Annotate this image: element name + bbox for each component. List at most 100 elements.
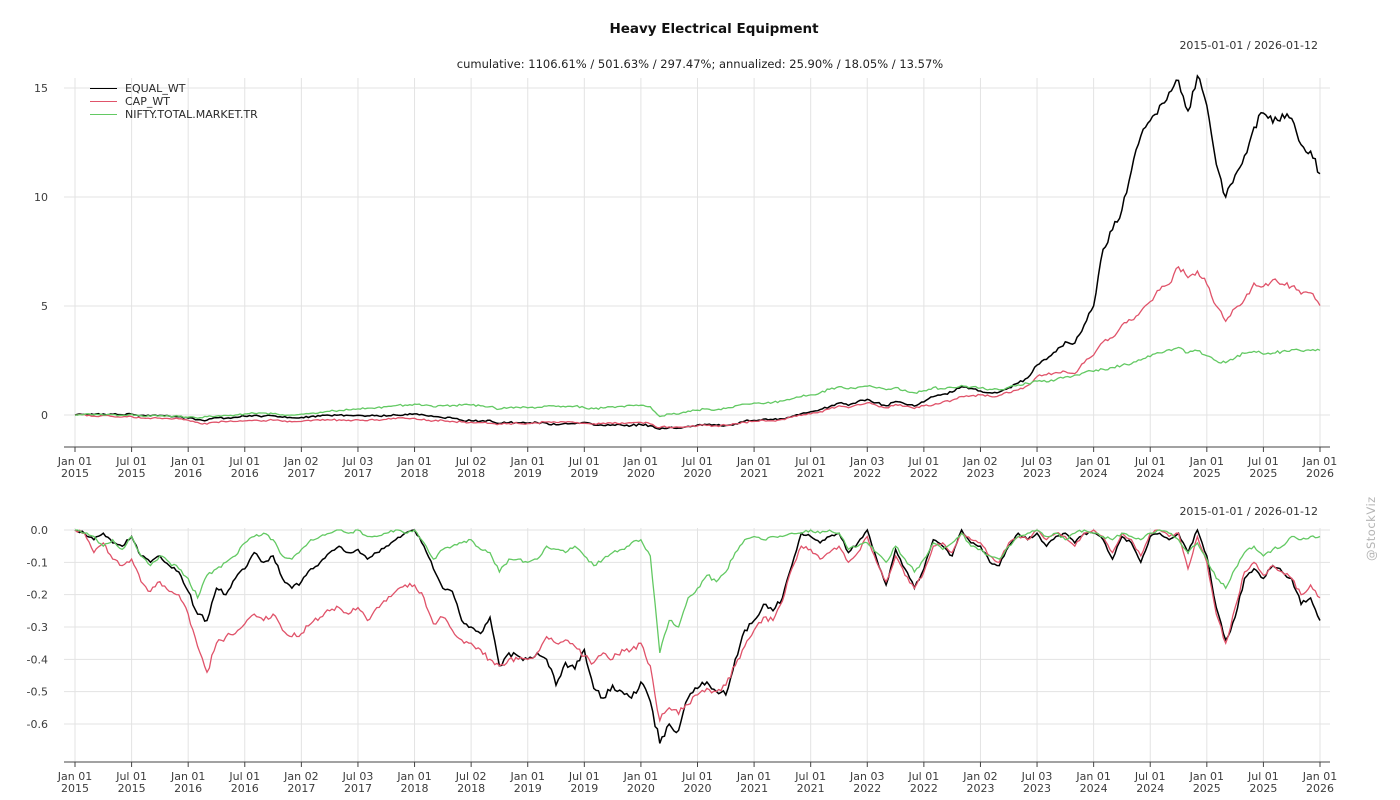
svg-text:5: 5: [41, 300, 48, 313]
svg-text:Jul 01: Jul 01: [228, 455, 260, 468]
legend-item-equal-wt: EQUAL_WT: [90, 82, 258, 95]
svg-text:2024: 2024: [1136, 467, 1164, 480]
svg-text:Jul 01: Jul 01: [681, 455, 713, 468]
svg-text:10: 10: [34, 191, 48, 204]
svg-text:Jan 01: Jan 01: [396, 455, 431, 468]
svg-text:Jul 01: Jul 01: [907, 770, 939, 783]
svg-text:Jan 03: Jan 03: [849, 770, 884, 783]
svg-text:Jul 01: Jul 01: [907, 455, 939, 468]
svg-text:Jul 01: Jul 01: [1247, 770, 1279, 783]
svg-text:2015: 2015: [118, 782, 146, 795]
page-title: Heavy Electrical Equipment: [609, 21, 819, 37]
equal-wt-line-swatch-icon: [90, 87, 117, 90]
svg-text:2017: 2017: [344, 467, 372, 480]
svg-text:Jan 01: Jan 01: [510, 770, 545, 783]
svg-text:Jul 03: Jul 03: [1021, 455, 1053, 468]
svg-text:Jul 02: Jul 02: [455, 455, 487, 468]
date-range-bottom: 2015-01-01 / 2026-01-12: [1179, 505, 1318, 518]
svg-text:2015: 2015: [61, 782, 89, 795]
svg-text:Jan 02: Jan 02: [962, 770, 997, 783]
svg-text:2021: 2021: [740, 467, 768, 480]
svg-text:Jan 01: Jan 01: [510, 455, 545, 468]
svg-text:Jan 01: Jan 01: [1075, 770, 1110, 783]
series-line-nifty-total-market-tr: [75, 529, 1321, 654]
svg-text:2024: 2024: [1080, 467, 1108, 480]
svg-text:2023: 2023: [966, 467, 994, 480]
series-line-equal-wt: [74, 74, 1321, 430]
svg-text:Jan 03: Jan 03: [849, 455, 884, 468]
svg-text:Jul 01: Jul 01: [115, 770, 147, 783]
svg-text:2019: 2019: [570, 467, 598, 480]
series-line-cap-wt: [74, 529, 1321, 724]
series-lines: [74, 74, 1321, 430]
svg-text:Jan 01: Jan 01: [170, 455, 205, 468]
svg-text:2017: 2017: [287, 467, 315, 480]
svg-text:2020: 2020: [627, 467, 655, 480]
svg-text:2022: 2022: [853, 782, 881, 795]
svg-text:2016: 2016: [231, 467, 259, 480]
svg-text:Jul 01: Jul 01: [568, 770, 600, 783]
svg-text:Jul 02: Jul 02: [455, 770, 487, 783]
svg-text:2018: 2018: [401, 467, 429, 480]
svg-text:2018: 2018: [457, 782, 485, 795]
svg-text:Jul 01: Jul 01: [568, 455, 600, 468]
svg-text:2020: 2020: [627, 782, 655, 795]
svg-text:2024: 2024: [1080, 782, 1108, 795]
date-range-top: 2015-01-01 / 2026-01-12: [1179, 39, 1318, 52]
svg-text:2020: 2020: [684, 782, 712, 795]
svg-text:-0.1: -0.1: [27, 556, 48, 569]
chart-legend: EQUAL_WT CAP_WT NIFTY.TOTAL.MARKET.TR: [90, 82, 258, 121]
svg-text:2016: 2016: [174, 782, 202, 795]
svg-text:2021: 2021: [797, 467, 825, 480]
legend-item-nifty: NIFTY.TOTAL.MARKET.TR: [90, 108, 258, 121]
svg-text:Jan 01: Jan 01: [736, 455, 771, 468]
svg-text:2024: 2024: [1136, 782, 1164, 795]
svg-text:2025: 2025: [1193, 467, 1221, 480]
svg-text:2022: 2022: [853, 467, 881, 480]
svg-text:-0.4: -0.4: [27, 653, 48, 666]
svg-text:2023: 2023: [1023, 782, 1051, 795]
svg-text:Jan 01: Jan 01: [1302, 455, 1337, 468]
svg-text:0.0: 0.0: [31, 524, 49, 537]
svg-text:15: 15: [34, 82, 48, 95]
svg-text:2021: 2021: [740, 782, 768, 795]
series-line-nifty-total-market-tr: [74, 346, 1321, 419]
svg-text:2022: 2022: [910, 467, 938, 480]
svg-text:0: 0: [41, 409, 48, 422]
svg-text:Jan 01: Jan 01: [170, 770, 205, 783]
svg-text:2019: 2019: [514, 782, 542, 795]
svg-text:Jul 03: Jul 03: [1021, 770, 1053, 783]
legend-item-cap-wt: CAP_WT: [90, 95, 258, 108]
svg-text:-0.6: -0.6: [27, 718, 48, 731]
svg-text:Jul 01: Jul 01: [115, 455, 147, 468]
gridlines: [64, 528, 1330, 762]
svg-text:Jan 02: Jan 02: [283, 770, 318, 783]
svg-text:2017: 2017: [344, 782, 372, 795]
svg-text:Jul 01: Jul 01: [1247, 455, 1279, 468]
svg-text:2016: 2016: [174, 467, 202, 480]
svg-text:2015: 2015: [61, 467, 89, 480]
svg-text:Jan 01: Jan 01: [1189, 455, 1224, 468]
svg-text:Jan 01: Jan 01: [736, 770, 771, 783]
series-line-cap-wt: [74, 265, 1321, 429]
svg-text:Jan 01: Jan 01: [623, 770, 658, 783]
series-line-equal-wt: [74, 528, 1321, 744]
svg-text:Jan 01: Jan 01: [1189, 770, 1224, 783]
svg-text:2025: 2025: [1249, 782, 1277, 795]
svg-text:2019: 2019: [570, 782, 598, 795]
svg-text:2016: 2016: [231, 782, 259, 795]
svg-text:-0.2: -0.2: [27, 589, 48, 602]
svg-text:2026: 2026: [1306, 467, 1334, 480]
svg-text:2020: 2020: [684, 467, 712, 480]
svg-text:2019: 2019: [514, 467, 542, 480]
svg-text:2025: 2025: [1249, 467, 1277, 480]
svg-text:Jan 01: Jan 01: [1075, 455, 1110, 468]
svg-text:2023: 2023: [966, 782, 994, 795]
svg-text:Jan 01: Jan 01: [57, 770, 92, 783]
svg-text:-0.5: -0.5: [27, 686, 48, 699]
